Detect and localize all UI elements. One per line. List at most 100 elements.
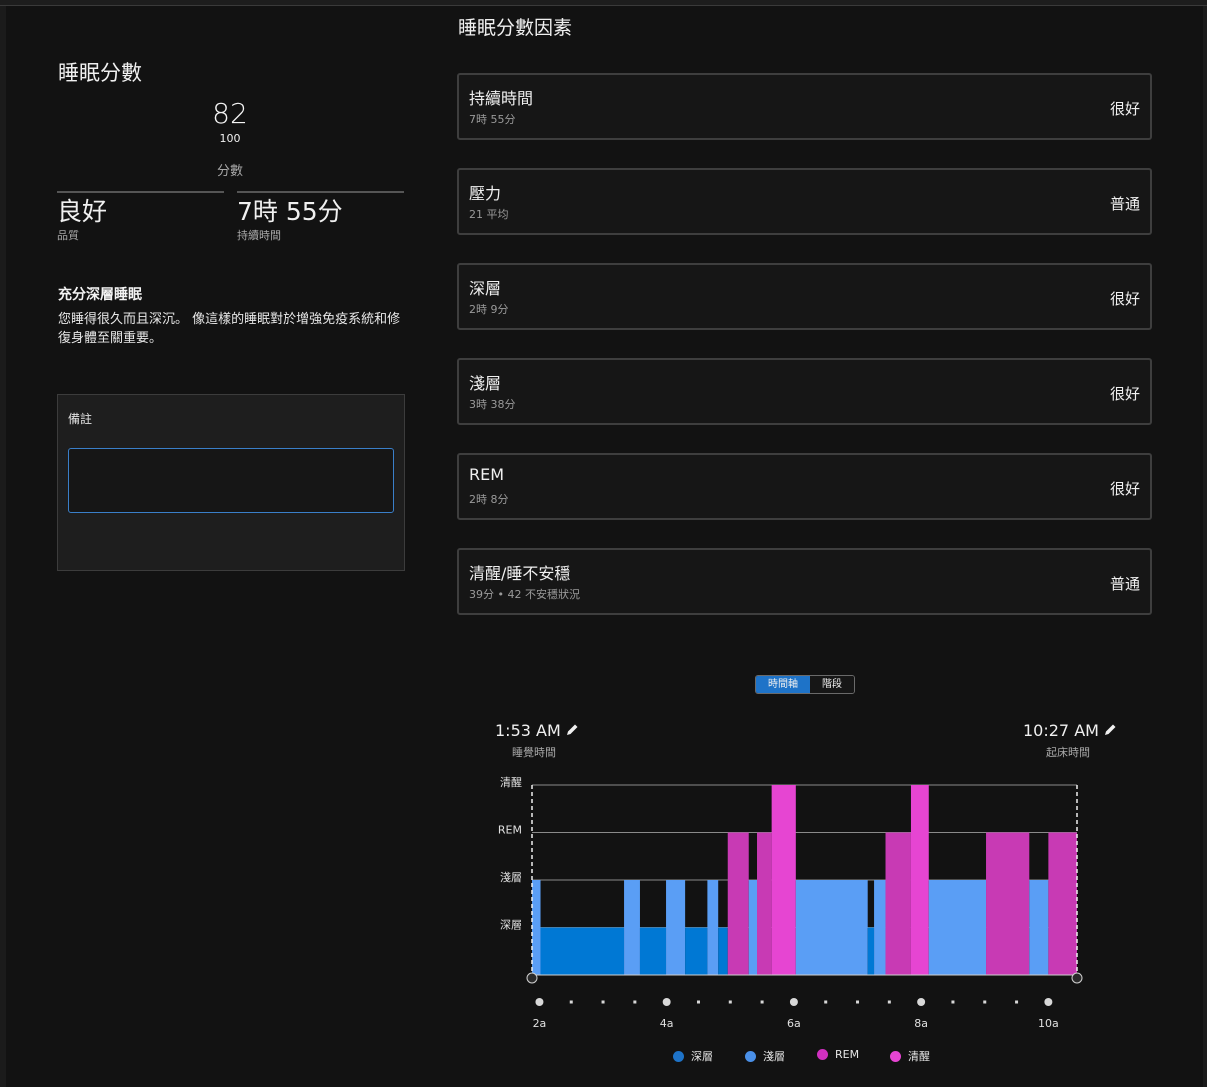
factor-name: 壓力: [469, 184, 502, 203]
hour-tick-minor: [633, 1000, 637, 1004]
legend-rem: REM: [817, 1048, 859, 1061]
sleep-score-max: 100: [219, 132, 241, 145]
factor-light[interactable]: 淺層 3時 38分 很好: [457, 358, 1152, 425]
factor-duration[interactable]: 持續時間 7時 55分 很好: [457, 73, 1152, 140]
sleep-score-value: 82: [212, 97, 248, 130]
stage-bar-深層: [718, 927, 728, 975]
factor-detail: 2時 9分: [469, 303, 509, 316]
factor-name: 清醒/睡不安穩: [469, 564, 571, 583]
factor-name: REM: [469, 465, 505, 484]
insight-body: 您睡得很久而且深沉。 像這樣的睡眠對於增強免疫系統和修復身體至關重要。: [58, 312, 401, 346]
legend-dot-deep: [673, 1050, 684, 1062]
duration-stat: 7時 55分 持續時間: [237, 191, 404, 243]
hour-tick-minor: [696, 1000, 700, 1004]
window-left-border: [0, 6, 6, 1087]
y-level-label: 淺層: [500, 871, 522, 884]
stage-bar-REM: [986, 832, 1030, 975]
factor-detail: 39分 • 42 不安穩狀況: [469, 588, 580, 601]
hour-tick-minor: [983, 1000, 987, 1004]
sleep-time-display: 1:53 AM: [495, 721, 579, 740]
hour-tick-minor: [601, 1000, 605, 1004]
wake-time-value: 10:27 AM: [1023, 721, 1099, 740]
factor-name: 深層: [469, 279, 502, 298]
factor-stress[interactable]: 壓力 21 平均 普通: [457, 168, 1152, 235]
stage-bar-REM: [885, 832, 911, 975]
stage-bar-淺層: [748, 880, 758, 975]
hour-tick-minor: [951, 1000, 955, 1004]
stage-bar-深層: [540, 927, 625, 975]
legend-label-awake: 清醒: [908, 1050, 930, 1063]
stage-bar-淺層: [1029, 880, 1049, 975]
x-tick-label: 6a: [787, 1017, 801, 1030]
hour-tick-major: [535, 998, 544, 1006]
duration-value: 7時 55分: [237, 197, 343, 226]
factor-awake[interactable]: 清醒/睡不安穩 39分 • 42 不安穩狀況 普通: [457, 548, 1152, 615]
x-tick-label: 2a: [533, 1017, 547, 1030]
x-tick-label: 10a: [1038, 1017, 1059, 1030]
wake-time-display: 10:27 AM: [1023, 721, 1117, 740]
edit-wake-time-pencil-icon[interactable]: [1104, 721, 1117, 740]
hour-tick-minor: [728, 1000, 732, 1004]
sleep-score-title: 睡眠分數: [58, 61, 142, 85]
timeline-tab[interactable]: 時間軸: [756, 676, 810, 693]
factor-rating: 很好: [1109, 290, 1140, 308]
factor-detail: 7時 55分: [469, 113, 516, 126]
quality-value: 良好: [57, 197, 108, 226]
factor-detail: 2時 8分: [469, 493, 509, 506]
duration-label: 持續時間: [237, 229, 281, 242]
stage-bar-深層: [867, 927, 875, 975]
stage-bar-清醒: [771, 785, 796, 975]
stage-bar-REM: [727, 832, 749, 975]
factor-detail: 3時 38分: [469, 398, 516, 411]
wake-time-label: 起床時間: [1046, 746, 1090, 759]
legend-dot-rem: [817, 1049, 828, 1060]
y-level-label: 清醒: [500, 776, 522, 789]
quality-stat: 良好 品質: [57, 191, 224, 243]
factor-rating: 普通: [1109, 575, 1140, 593]
legend-awake: 清醒: [890, 1048, 930, 1064]
stage-bar-深層: [639, 927, 667, 975]
hour-tick-minor: [856, 1000, 860, 1004]
factor-name: 持續時間: [469, 89, 534, 108]
hour-tick-major: [917, 998, 926, 1006]
factor-deep[interactable]: 深層 2時 9分 很好: [457, 263, 1152, 330]
window-right-border: [1203, 6, 1207, 1087]
factor-rating: 很好: [1109, 385, 1140, 403]
stage-bar-淺層: [532, 880, 541, 975]
factor-rating: 很好: [1109, 480, 1140, 498]
edit-sleep-time-pencil-icon[interactable]: [566, 721, 579, 740]
factor-rating: 普通: [1109, 195, 1140, 213]
notes-input[interactable]: [68, 448, 394, 513]
legend-dot-light: [745, 1050, 756, 1062]
stage-bar-REM: [1048, 832, 1077, 975]
factor-rating: 很好: [1109, 100, 1140, 118]
hour-tick-minor: [1015, 1000, 1019, 1004]
notes-label: 備註: [68, 412, 93, 426]
sleep-time-label: 睡覺時間: [512, 746, 556, 759]
y-level-label: 深層: [500, 919, 522, 932]
sleep-start-icon: [526, 972, 538, 984]
stage-bar-深層: [685, 927, 708, 975]
factor-rem[interactable]: REM 2時 8分 很好: [457, 453, 1152, 520]
hour-tick-minor: [760, 1000, 764, 1004]
window-top-border: [0, 0, 1207, 6]
legend-label-light: 淺層: [763, 1050, 785, 1063]
legend-label-deep: 深層: [691, 1050, 713, 1063]
factors-title: 睡眠分數因素: [458, 17, 573, 39]
notes-panel: 備註: [57, 394, 405, 571]
hour-tick-major: [662, 998, 671, 1006]
hour-tick-minor: [887, 1000, 891, 1004]
x-tick-label: 8a: [914, 1017, 928, 1030]
y-level-label: REM: [498, 824, 522, 837]
stages-tab[interactable]: 階段: [809, 676, 854, 693]
factor-name: 淺層: [469, 374, 502, 393]
sleep-score-unit: 分數: [216, 164, 243, 179]
hour-tick-major: [789, 998, 798, 1006]
stage-bar-淺層: [707, 880, 719, 975]
sleep-time-value: 1:53 AM: [495, 721, 561, 740]
alarm-clock-icon: [1071, 972, 1083, 984]
legend-light: 淺層: [745, 1048, 785, 1064]
view-toggle: 時間軸 階段: [755, 675, 855, 694]
stage-bar-清醒: [910, 785, 929, 975]
